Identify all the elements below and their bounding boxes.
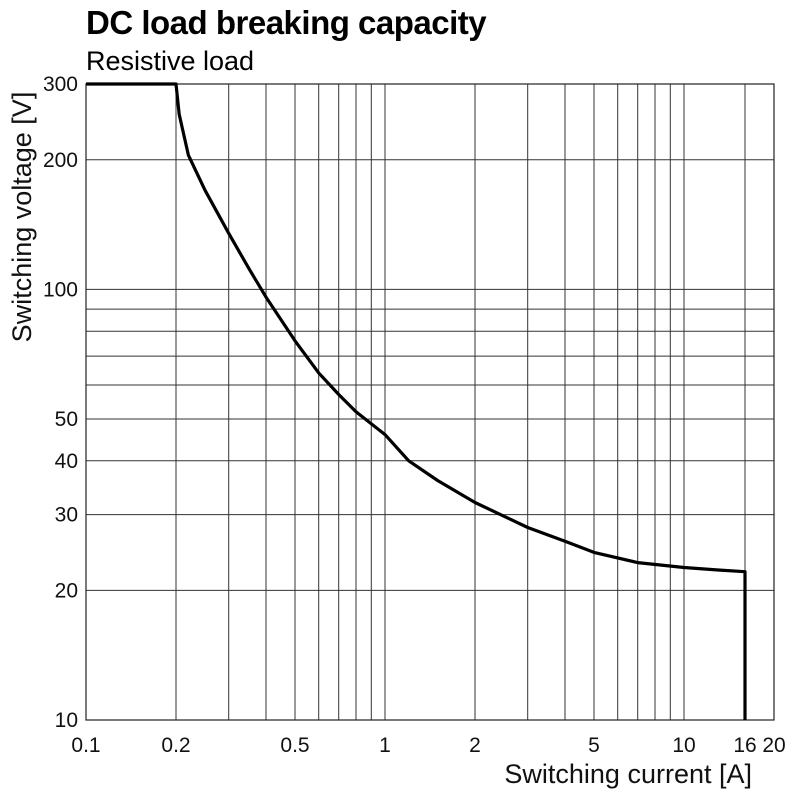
x-tick-label: 16: [733, 734, 756, 757]
breaking-capacity-curve: [86, 82, 747, 720]
x-tick-label: 0.1: [71, 734, 100, 757]
grid-lines: [86, 84, 774, 720]
x-tick-label: 0.5: [280, 734, 309, 757]
x-tick-label: 20: [762, 734, 785, 757]
x-tick-labels: 0.1 0.2 0.5 1 2 5 10 16 20: [71, 734, 785, 757]
y-tick-label: 50: [55, 408, 78, 431]
x-axis-label: Switching current [A]: [504, 759, 752, 789]
series-layer: [86, 82, 747, 720]
chart-subtitle: Resistive load: [86, 46, 254, 76]
x-tick-label: 0.2: [161, 734, 190, 757]
y-tick-label: 40: [55, 450, 78, 473]
y-tick-label: 200: [43, 149, 78, 172]
chart-title: DC load breaking capacity: [86, 4, 487, 41]
x-tick-label: 2: [469, 734, 481, 757]
y-tick-label: 30: [55, 504, 78, 527]
y-tick-label: 100: [43, 278, 78, 301]
y-tick-label: 10: [55, 709, 78, 732]
x-tick-label: 5: [588, 734, 600, 757]
y-tick-label: 300: [43, 73, 78, 96]
x-tick-label: 1: [379, 734, 391, 757]
y-tick-label: 20: [55, 579, 78, 602]
y-axis-label: Switching voltage [V]: [7, 92, 37, 343]
y-tick-labels: 10 20 30 40 50 100 200 300: [43, 73, 78, 732]
x-tick-label: 10: [672, 734, 695, 757]
plot-frame: [85, 83, 775, 721]
